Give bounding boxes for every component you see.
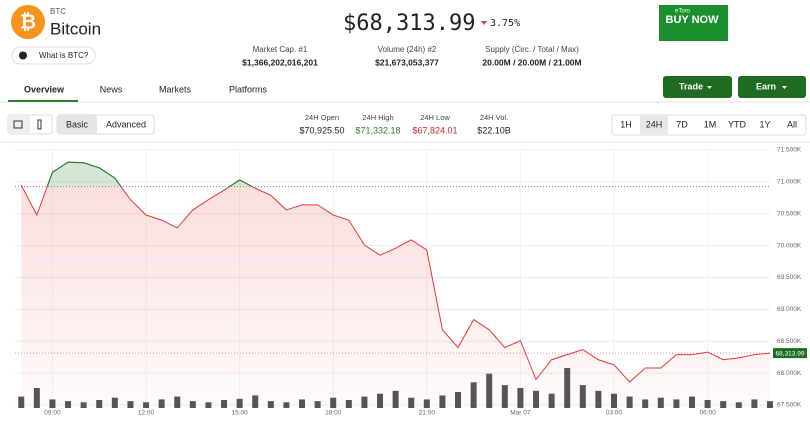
y-tick-label: 67.500K bbox=[777, 402, 802, 409]
x-tick-label: 09:00 bbox=[44, 410, 61, 417]
caret bbox=[782, 86, 787, 89]
x-tick-label: 12:00 bbox=[138, 410, 155, 417]
ad[interactable] bbox=[659, 5, 728, 41]
tab[interactable]: News bbox=[100, 84, 123, 94]
range[interactable]: 24H bbox=[646, 119, 663, 129]
change: 3.75% bbox=[490, 18, 520, 29]
stat-label: Market Cap. #1 bbox=[253, 45, 308, 54]
range[interactable]: YTD bbox=[728, 119, 747, 129]
tab[interactable]: Overview bbox=[24, 84, 65, 94]
day-stat-label: 24H Vol. bbox=[480, 113, 508, 122]
mode[interactable]: Advanced bbox=[106, 119, 146, 129]
active-tab-underline bbox=[8, 100, 78, 102]
x-tick-label: 06:00 bbox=[699, 410, 716, 417]
icon bbox=[13, 120, 23, 129]
area-up bbox=[21, 162, 770, 187]
range[interactable]: 1Y bbox=[759, 119, 770, 129]
line-type-button[interactable] bbox=[8, 115, 30, 134]
icon bbox=[19, 51, 27, 60]
earn-button[interactable] bbox=[738, 76, 806, 98]
stat-value: $1,366,202,016,201 bbox=[242, 57, 318, 67]
day-stat-label: 24H Open bbox=[305, 113, 339, 122]
what-is-label: What is BTC? bbox=[39, 51, 89, 60]
tab[interactable]: Platforms bbox=[229, 84, 268, 94]
y-tick-label: 70.500K bbox=[777, 210, 802, 217]
y-tick-label: 71.000K bbox=[777, 179, 802, 186]
y-tick-label: 68.500K bbox=[777, 338, 802, 345]
tab[interactable]: Markets bbox=[159, 84, 192, 94]
stat-label: Volume (24h) #2 bbox=[378, 45, 437, 54]
chart: 67.500K 68.000K 68.500K 69.000K 69.500K 70.00… bbox=[15, 147, 807, 417]
caret bbox=[707, 86, 712, 89]
day-stat-label: 24H High bbox=[362, 113, 393, 122]
symbol: BTC bbox=[50, 7, 66, 16]
last-price-tag bbox=[773, 348, 807, 359]
y-tick-label: 70.000K bbox=[777, 242, 802, 249]
range[interactable]: 1H bbox=[620, 119, 632, 129]
ad-cta: BUY NOW bbox=[666, 14, 720, 26]
price-line-down bbox=[21, 186, 771, 383]
day-stat-label: 24H Low bbox=[420, 113, 450, 122]
down-arrow bbox=[481, 21, 487, 25]
stat-label: Supply (Circ. / Total / Max) bbox=[485, 45, 579, 54]
btc-logo-glyph: ₿ bbox=[20, 11, 36, 33]
icon bbox=[37, 119, 42, 130]
coin-name: Bitcoin bbox=[50, 19, 101, 38]
x-tick-label: Mar 07 bbox=[510, 410, 531, 417]
active-mode bbox=[57, 115, 97, 134]
x-tick-label: 15:00 bbox=[231, 410, 248, 417]
x-tick-label: 21:00 bbox=[419, 410, 436, 417]
price: $68,313.99 bbox=[343, 11, 475, 36]
action-label[interactable]: Earn bbox=[756, 81, 776, 91]
action-label[interactable]: Trade bbox=[679, 81, 703, 91]
stat-value: $21,673,053,377 bbox=[375, 57, 439, 67]
trade-button[interactable] bbox=[663, 76, 732, 98]
last-price-label: 68,313.99 bbox=[776, 350, 805, 357]
range[interactable]: 1M bbox=[704, 119, 717, 129]
day-stat-value: $70,925.50 bbox=[299, 125, 344, 135]
day-stat-value: $67,824.01 bbox=[412, 125, 457, 135]
y-tick-label: 69.500K bbox=[777, 274, 802, 281]
y-tick-label: 71.500K bbox=[777, 147, 802, 154]
y-tick-label: 69.000K bbox=[777, 306, 802, 313]
what-is-button[interactable] bbox=[11, 46, 96, 65]
x-tick-label: 03:00 bbox=[606, 410, 623, 417]
day-stat-value: $71,332.18 bbox=[355, 125, 400, 135]
range[interactable]: 7D bbox=[676, 119, 688, 129]
day-stat-value: $22.10B bbox=[477, 125, 511, 135]
area-down bbox=[21, 186, 770, 408]
stat-value: 20.00M / 20.00M / 21.00M bbox=[482, 57, 581, 67]
ad-brand: eToro bbox=[675, 9, 691, 15]
x-tick-label: 18:00 bbox=[325, 410, 342, 417]
mode[interactable]: Basic bbox=[66, 119, 89, 129]
range[interactable]: All bbox=[787, 119, 797, 129]
y-tick-label: 68.000K bbox=[777, 370, 802, 377]
btc-logo bbox=[11, 5, 45, 39]
active-range bbox=[640, 115, 668, 135]
